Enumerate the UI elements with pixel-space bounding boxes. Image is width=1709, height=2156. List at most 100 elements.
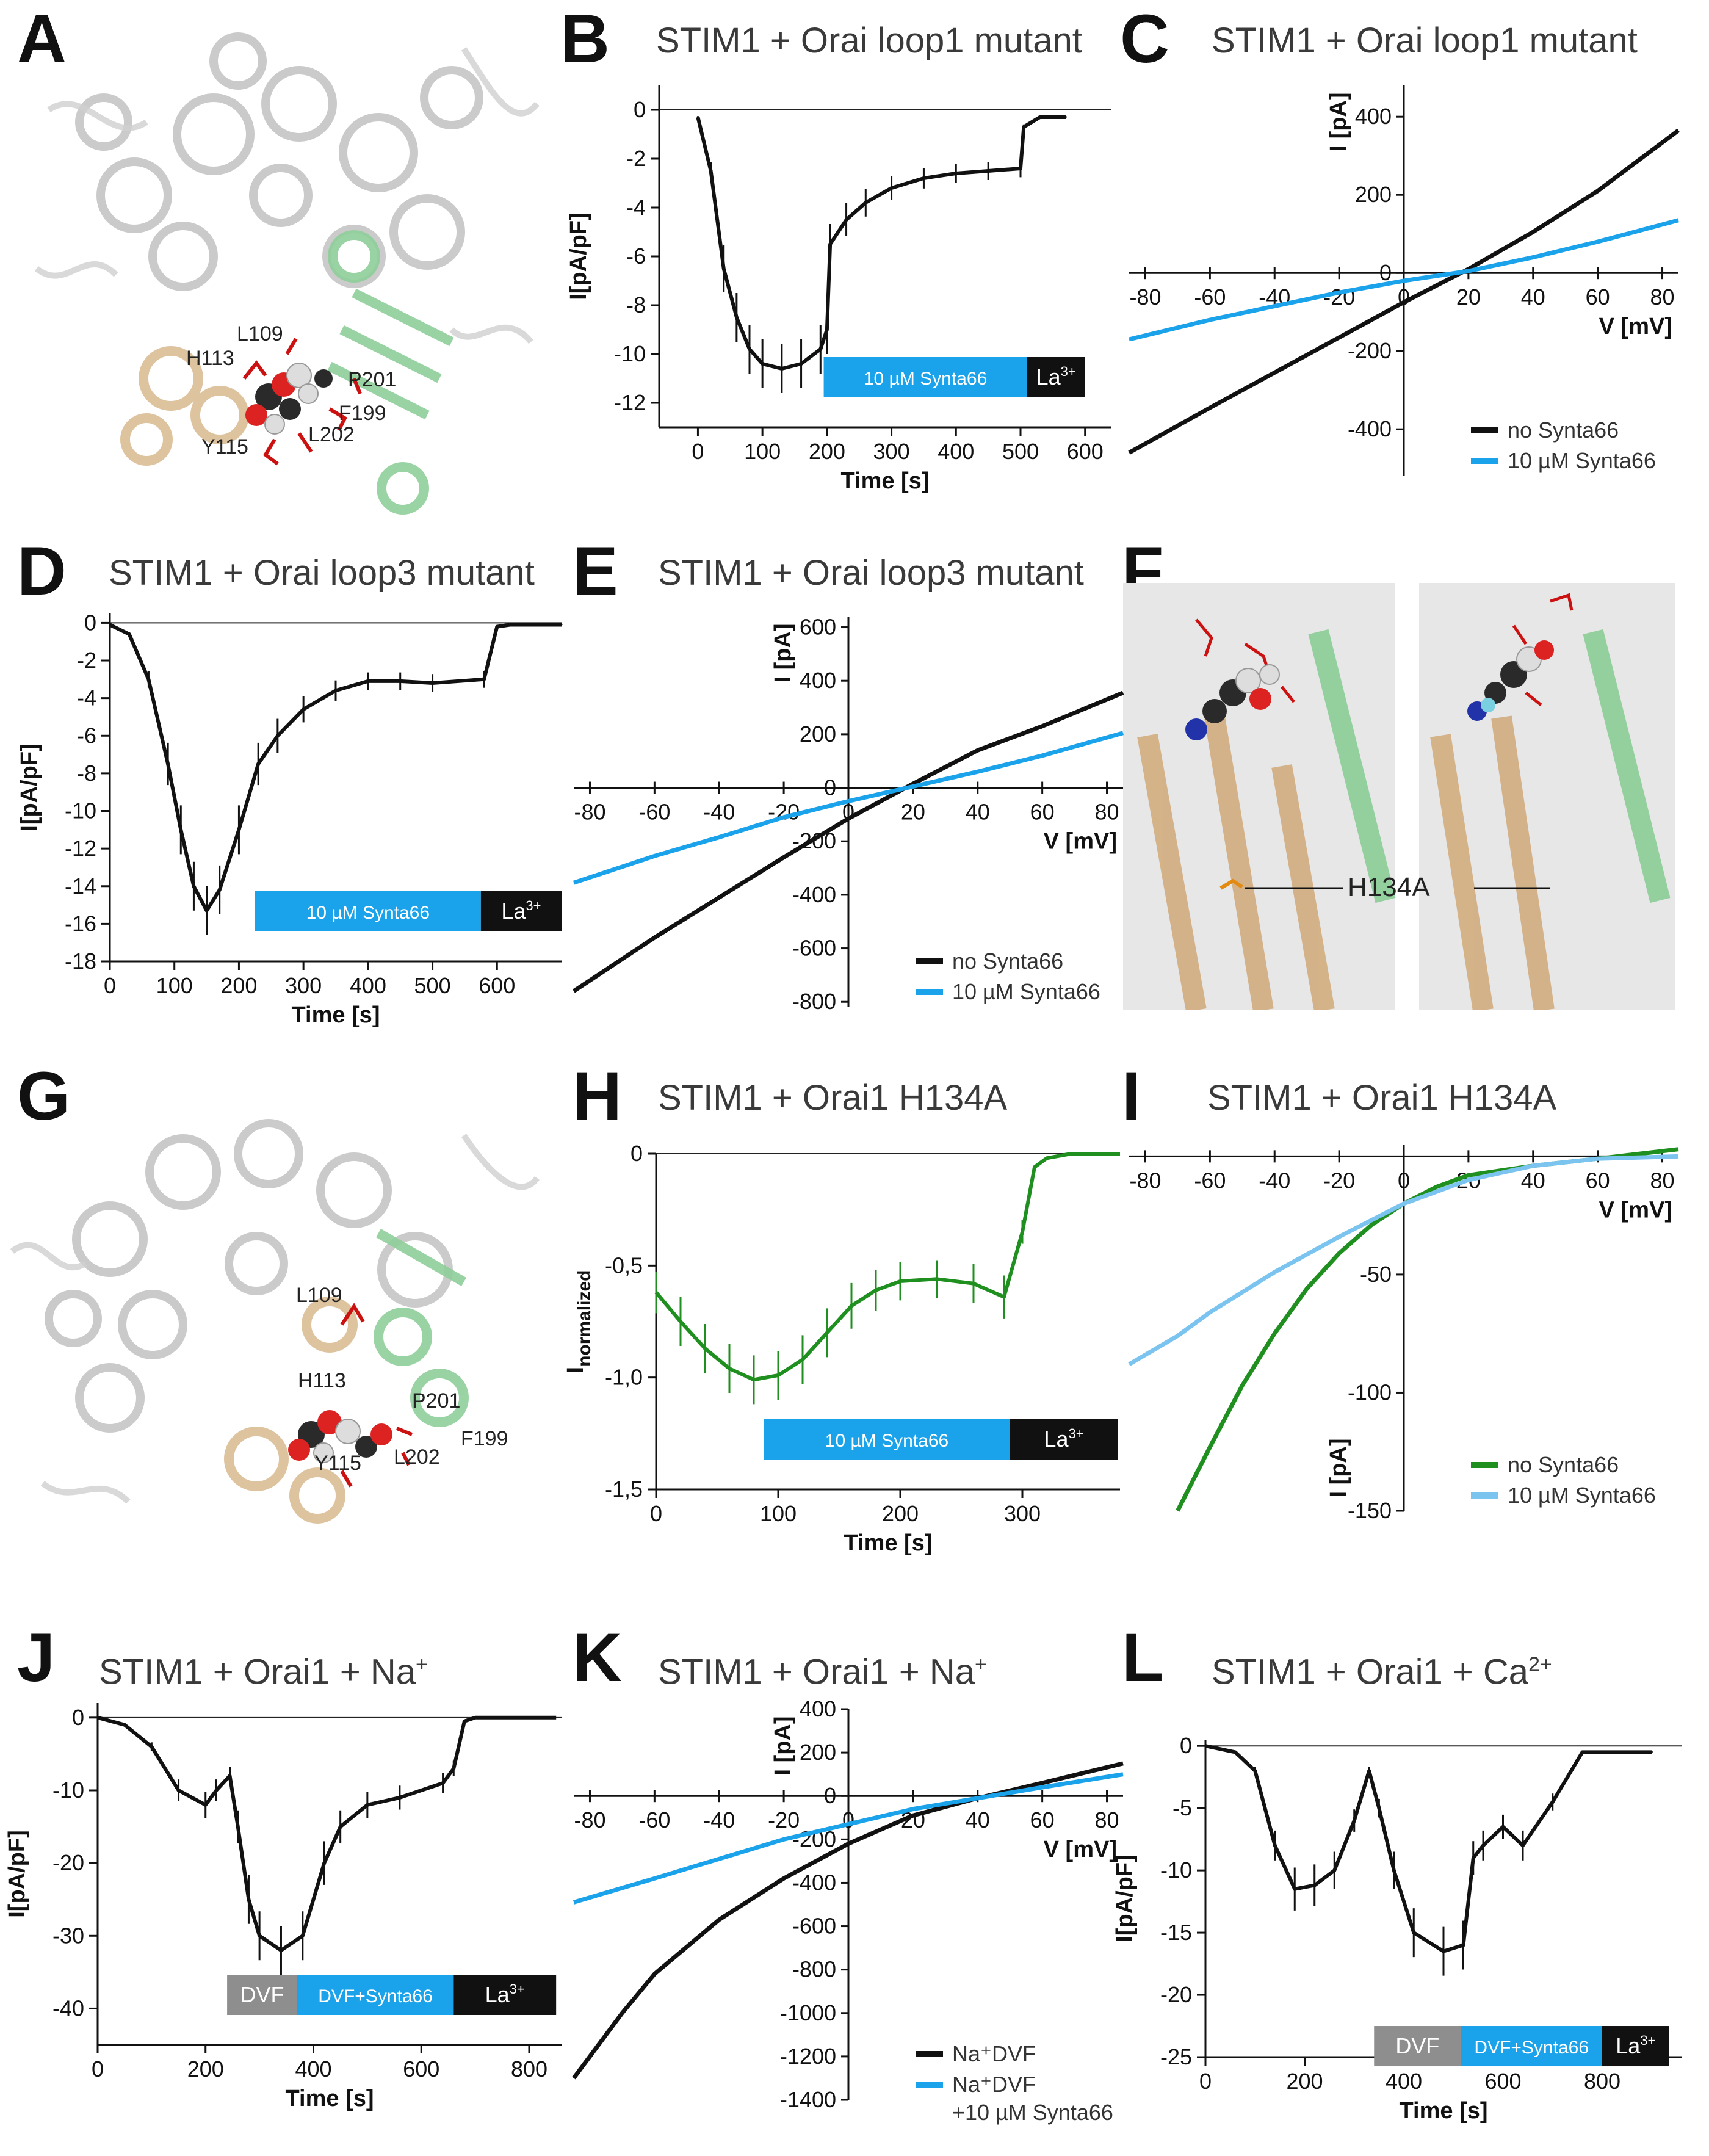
y-tick-label: -8 xyxy=(77,761,96,786)
stimulus-bar-2 xyxy=(1461,2026,1602,2067)
panel-g-label-l109: L109 xyxy=(296,1284,342,1307)
x-tick-label: 0 xyxy=(1199,2069,1212,2094)
panel-letter-l: L xyxy=(1122,1619,1164,1696)
x-tick-label: 400 xyxy=(1386,2069,1422,2094)
chart-panel-b: 0 -2 -4 -6 -8 -10 -12 0 100 200 300 400 500 600 Time [… xyxy=(566,85,1111,494)
stimulus-bar-1 xyxy=(255,891,481,931)
x-axis-label: Time [s] xyxy=(844,1530,932,1556)
y-tick-label: -8 xyxy=(626,292,646,317)
series-line-1 xyxy=(1205,1744,1652,1953)
y-tick-label: 0 xyxy=(72,1705,84,1730)
legend-label-1: Na⁺DVF xyxy=(952,2041,1036,2066)
x-tick-label: 0 xyxy=(692,439,704,464)
x-tick-label: -60 xyxy=(1194,284,1226,309)
y-tick-label: -10 xyxy=(1160,1858,1192,1883)
y-tick-label: 0 xyxy=(824,1783,836,1808)
y-tick-label: -100 xyxy=(1348,1380,1392,1405)
panel-letter-h: H xyxy=(573,1058,622,1134)
x-tick-label: 20 xyxy=(1456,284,1481,309)
x-tick-label: 400 xyxy=(295,2057,331,2082)
x-tick-label: -80 xyxy=(1129,284,1161,309)
series-line-1 xyxy=(97,1715,557,1953)
legend-label-1: no Synta66 xyxy=(1508,1452,1619,1477)
x-tick-label: 0 xyxy=(1398,1168,1410,1193)
y-tick-label: -6 xyxy=(77,723,96,748)
stimulus-label-1: DVF xyxy=(240,1982,284,2007)
x-axis-label: Time [s] xyxy=(285,2086,374,2111)
y-tick-label: -200 xyxy=(1348,338,1392,363)
x-tick-label: 300 xyxy=(1004,1501,1041,1526)
y-tick-label: -4 xyxy=(626,195,646,220)
legend-label-2: 10 µM Synta66 xyxy=(952,979,1100,1004)
x-tick-label: -20 xyxy=(1323,1168,1355,1193)
x-tick-label: 60 xyxy=(1586,284,1610,309)
stimulus-bar-1 xyxy=(1374,2026,1461,2067)
series-line-1 xyxy=(696,115,1066,371)
x-tick-label: 400 xyxy=(938,439,974,464)
y-tick-label: 0 xyxy=(1180,1733,1192,1758)
x-tick-label: 200 xyxy=(882,1501,919,1526)
panel-a-label-p201: P201 xyxy=(348,368,397,391)
y-tick-label: 0 xyxy=(84,610,96,635)
stimulus-label-1: 10 µM Synta66 xyxy=(864,369,987,389)
y-tick-label: -600 xyxy=(792,1914,836,1939)
stimulus-label-2: DVF+Synta66 xyxy=(318,1986,433,2006)
y-tick-label: -50 xyxy=(1360,1262,1392,1287)
y-tick-label: -150 xyxy=(1348,1498,1392,1523)
y-axis-label: I [pA] xyxy=(1326,92,1351,151)
y-tick-label: -400 xyxy=(1348,416,1392,441)
y-tick-label: -4 xyxy=(77,686,96,711)
panel-g-label-h113: H113 xyxy=(298,1369,346,1392)
y-tick-label: 200 xyxy=(1355,182,1392,207)
y-tick-label: -18 xyxy=(65,949,96,974)
x-tick-label: 300 xyxy=(873,439,910,464)
chart-panel-h: 0 -0,5 -1,0 -1,5 0 100 200 300 Time [s] Inormaliz… xyxy=(563,1141,1120,1556)
panel-letter-k: K xyxy=(573,1619,622,1696)
stimulus-label-2: La3+ xyxy=(1044,1426,1083,1452)
x-tick-label: 600 xyxy=(403,2057,439,2082)
stimulus-bar-3 xyxy=(1602,2026,1669,2067)
chart-panel-j: 0 -10 -20 -30 -40 0 200 400 600 800 Time [s] I[pA/p… xyxy=(4,1703,562,2111)
panel-g-label-l202: L202 xyxy=(394,1445,440,1469)
y-tick-label: -30 xyxy=(52,1923,84,1948)
x-tick-label: -20 xyxy=(768,1807,800,1832)
y-tick-label: -15 xyxy=(1160,1920,1192,1945)
y-tick-label: -10 xyxy=(65,798,96,823)
x-tick-label: 600 xyxy=(1484,2069,1521,2094)
panel-d-title: STIM1 + Orai loop3 mutant xyxy=(109,553,535,593)
y-tick-label: -1,5 xyxy=(605,1477,643,1502)
panel-e-title: STIM1 + Orai loop3 mutant xyxy=(658,553,1084,593)
x-tick-label: 60 xyxy=(1586,1168,1610,1193)
y-tick-label: -20 xyxy=(1160,1982,1192,2007)
y-tick-label: 400 xyxy=(800,1696,836,1721)
stimulus-label-1: DVF xyxy=(1395,2033,1439,2058)
x-tick-label: 0 xyxy=(92,2057,104,2082)
y-tick-label: -2 xyxy=(77,648,96,673)
y-axis-label: I [pA] xyxy=(770,1716,796,1775)
series-line-1 xyxy=(654,1152,1120,1382)
x-tick-label: 40 xyxy=(1521,1168,1545,1193)
y-tick-label: -5 xyxy=(1172,1795,1192,1820)
x-tick-label: 500 xyxy=(414,973,451,998)
x-tick-label: -60 xyxy=(1194,1168,1226,1193)
legend-label-2: 10 µM Synta66 xyxy=(1508,1483,1656,1508)
y-tick-label: -400 xyxy=(792,882,836,907)
stimulus-label-2: DVF+Synta66 xyxy=(1474,2038,1589,2058)
y-tick-label: -6 xyxy=(626,244,646,269)
series-line-1 xyxy=(573,690,1124,993)
x-tick-label: 40 xyxy=(966,800,990,825)
x-tick-label: 200 xyxy=(187,2057,224,2082)
x-tick-label: -40 xyxy=(1259,1168,1290,1193)
x-tick-label: 600 xyxy=(479,973,515,998)
chart-panel-d: 0 -2 -4 -6 -8 -10 -12 -14 -16 -18 0 100 200 300 400 500… xyxy=(16,610,563,1028)
series-line-2 xyxy=(573,731,1124,885)
panel-g-structure xyxy=(10,1119,540,1524)
x-tick-label: 300 xyxy=(285,973,322,998)
panel-c-title: STIM1 + Orai loop1 mutant xyxy=(1212,21,1638,60)
panel-letter-b: B xyxy=(560,1,610,77)
x-tick-label: -60 xyxy=(638,800,670,825)
stimulus-bar-3 xyxy=(453,1975,557,2015)
y-tick-label: 400 xyxy=(800,668,836,693)
x-tick-label: 100 xyxy=(760,1501,797,1526)
x-tick-label: 800 xyxy=(1584,2069,1620,2094)
